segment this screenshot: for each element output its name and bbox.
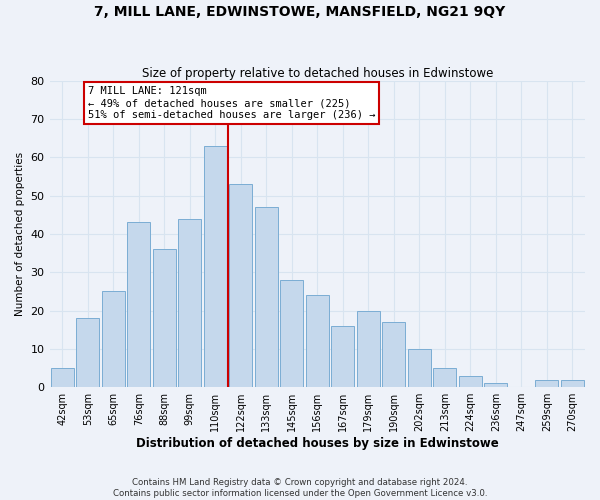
- Bar: [178, 218, 201, 387]
- Y-axis label: Number of detached properties: Number of detached properties: [15, 152, 25, 316]
- Bar: [306, 295, 329, 387]
- Bar: [408, 349, 431, 387]
- Bar: [331, 326, 354, 387]
- Title: Size of property relative to detached houses in Edwinstowe: Size of property relative to detached ho…: [142, 66, 493, 80]
- Bar: [127, 222, 150, 387]
- Bar: [561, 380, 584, 387]
- Bar: [535, 380, 558, 387]
- Bar: [51, 368, 74, 387]
- Text: 7, MILL LANE, EDWINSTOWE, MANSFIELD, NG21 9QY: 7, MILL LANE, EDWINSTOWE, MANSFIELD, NG2…: [94, 5, 506, 19]
- Bar: [484, 384, 507, 387]
- Bar: [382, 322, 405, 387]
- Bar: [204, 146, 227, 387]
- Bar: [459, 376, 482, 387]
- Bar: [76, 318, 99, 387]
- Bar: [255, 207, 278, 387]
- Bar: [102, 292, 125, 387]
- Text: 7 MILL LANE: 121sqm
← 49% of detached houses are smaller (225)
51% of semi-detac: 7 MILL LANE: 121sqm ← 49% of detached ho…: [88, 86, 375, 120]
- Bar: [229, 184, 252, 387]
- Bar: [433, 368, 456, 387]
- Bar: [357, 310, 380, 387]
- Bar: [280, 280, 303, 387]
- X-axis label: Distribution of detached houses by size in Edwinstowe: Distribution of detached houses by size …: [136, 437, 499, 450]
- Text: Contains HM Land Registry data © Crown copyright and database right 2024.
Contai: Contains HM Land Registry data © Crown c…: [113, 478, 487, 498]
- Bar: [153, 250, 176, 387]
